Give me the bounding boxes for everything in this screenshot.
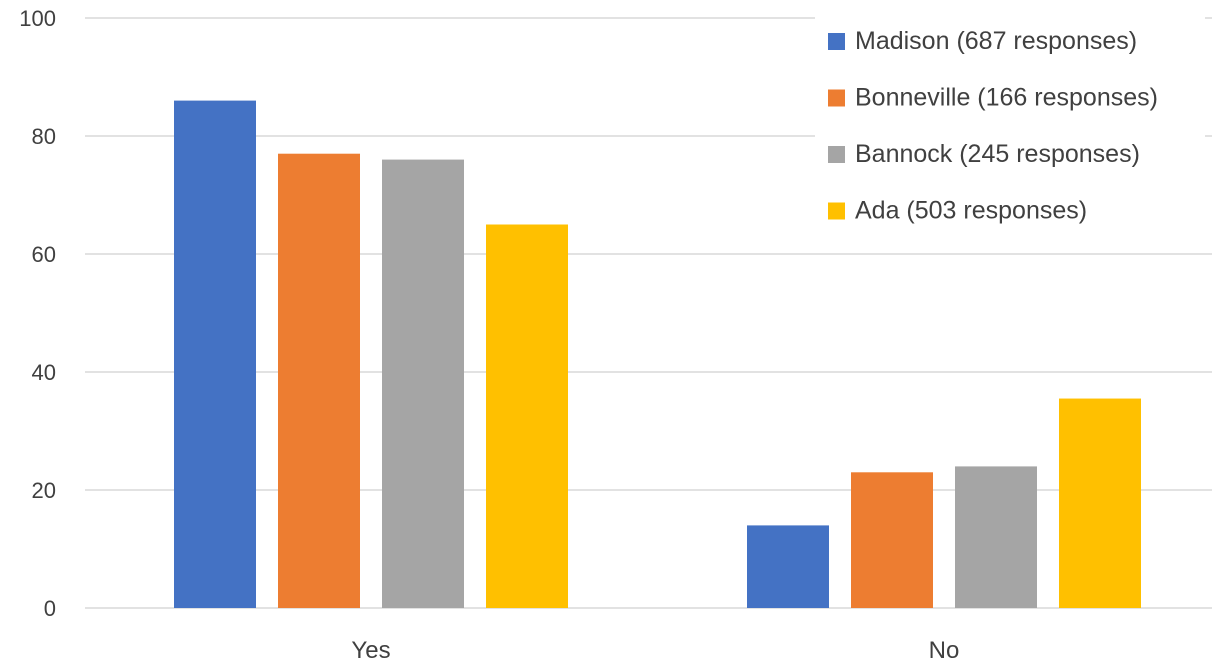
legend-swatch xyxy=(828,89,845,107)
bar xyxy=(747,525,829,608)
legend: Madison (687 responses) Bonneville (166 r… xyxy=(815,15,1205,250)
x-axis-tick-labels: Yes No xyxy=(351,637,959,664)
y-tick-label: 20 xyxy=(32,478,56,503)
x-tick-label: Yes xyxy=(351,637,390,664)
legend-label: Madison (687 responses) xyxy=(855,27,1137,55)
y-tick-label: 0 xyxy=(44,596,56,621)
legend-swatch xyxy=(828,146,845,163)
bar xyxy=(382,159,464,608)
legend-label: Ada (503 responses) xyxy=(855,197,1087,225)
bar xyxy=(486,224,568,608)
legend-swatch xyxy=(828,33,845,50)
legend-background xyxy=(815,15,1205,250)
y-tick-label: 100 xyxy=(19,6,56,31)
bar xyxy=(1059,398,1141,608)
bar xyxy=(851,472,933,608)
legend-swatch xyxy=(828,202,845,220)
bar xyxy=(278,153,360,608)
bar xyxy=(174,100,256,608)
bar xyxy=(955,466,1037,608)
y-tick-label: 80 xyxy=(32,124,56,149)
legend-label: Bonneville (166 responses) xyxy=(855,84,1158,112)
x-tick-label: No xyxy=(929,637,960,664)
y-tick-label: 60 xyxy=(32,242,56,267)
bars xyxy=(174,100,1141,608)
y-tick-label: 40 xyxy=(32,360,56,385)
y-axis-tick-labels: 0 20 40 60 80 100 xyxy=(19,6,56,621)
legend-label: Bannock (245 responses) xyxy=(855,140,1140,168)
